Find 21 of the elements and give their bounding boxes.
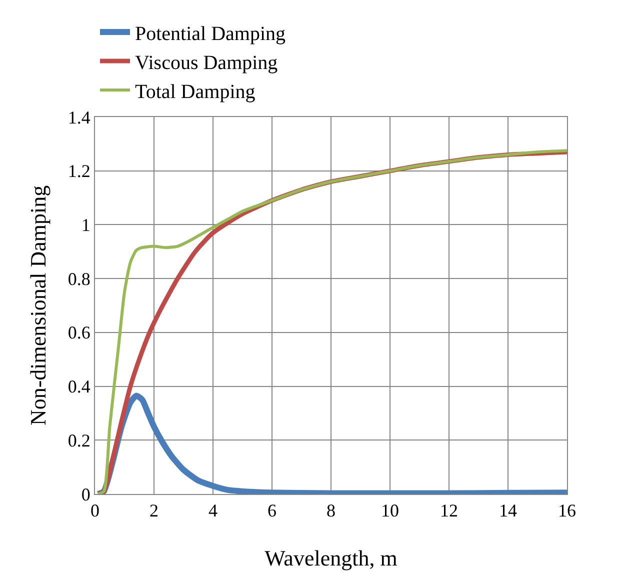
y-tick-label: 1.4 (68, 107, 90, 128)
x-tick-label: 2 (150, 500, 158, 521)
y-tick-label: 0.2 (68, 430, 90, 450)
x-axis-title: Wavelength, m (264, 546, 398, 570)
legend-label: Potential Damping (135, 22, 286, 45)
x-tick-label: 4 (208, 500, 218, 521)
x-tick-label: 14 (499, 500, 517, 521)
y-tick-label: 1.2 (68, 161, 90, 182)
y-tick-label: 1 (81, 215, 90, 236)
x-tick-label: 6 (268, 500, 276, 521)
y-tick-label: 0.4 (68, 376, 90, 397)
x-tick-label: 16 (558, 500, 576, 521)
legend-label: Viscous Damping (135, 52, 278, 74)
x-tick-label: 10 (381, 500, 399, 521)
y-axis-title: Non-dimensional Damping (26, 185, 51, 426)
y-tick-label: 0.8 (68, 268, 90, 289)
x-tick-label: 12 (440, 500, 458, 521)
y-tick-label: 0 (81, 484, 90, 504)
legend-label: Total Damping (135, 80, 256, 103)
y-tick-label: 0.6 (68, 322, 90, 343)
x-tick-label: 8 (326, 500, 336, 521)
